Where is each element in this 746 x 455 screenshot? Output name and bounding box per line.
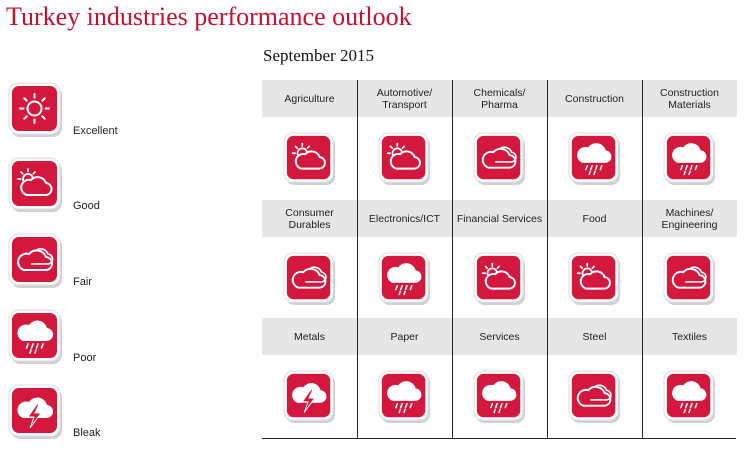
weather-icon [378,370,432,424]
industry-name: Electronics/ICT [357,200,452,237]
weather-icon [283,252,337,306]
weather-icon [473,370,527,424]
industry-name: Machines/ Engineering [642,200,737,237]
subtitle: September 2015 [263,46,374,65]
industry-name: Construction [547,80,642,117]
legend-label: Fair [73,276,92,288]
weather-icon [568,132,622,186]
weather-icon [378,132,432,186]
industry-name: Construction Materials [642,80,737,117]
weather-icon [663,132,717,186]
industry-name: Chemicals/ Pharma [452,80,547,117]
weather-icon [473,132,527,186]
industry-name: Services [452,318,547,355]
industry-name: Automotive/ Transport [357,80,452,117]
title: Turkey industries performance outlook [6,2,412,31]
legend-label: Good [73,200,100,212]
legend-label: Excellent [73,125,118,137]
industry-name: Paper [357,318,452,355]
column-divider [452,80,453,438]
industry-name: Steel [547,318,642,355]
weather-icon [8,233,64,289]
column-divider [357,80,358,438]
weather-icon [8,157,64,213]
weather-icon [283,370,337,424]
industry-name: Metals [262,318,357,355]
weather-icon [568,370,622,424]
weather-icon [568,252,622,306]
weather-icon [663,370,717,424]
weather-icon [378,252,432,306]
weather-icon [283,132,337,186]
grid-bottom-line [262,438,736,439]
industry-name: Food [547,200,642,237]
industry-name: Consumer Durables [262,200,357,237]
column-divider [547,80,548,438]
weather-icon [8,384,64,440]
industry-name: Textiles [642,318,737,355]
industry-name: Financial Services [452,200,547,237]
industry-name: Agriculture [262,80,357,117]
legend-label: Bleak [73,427,101,439]
legend-label: Poor [73,352,97,364]
weather-icon [473,252,527,306]
weather-icon [8,82,64,138]
column-divider [642,80,643,438]
weather-icon [663,252,717,306]
weather-icon [8,309,64,365]
